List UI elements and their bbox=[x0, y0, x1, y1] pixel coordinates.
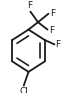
Text: F: F bbox=[50, 9, 55, 18]
Text: Cl: Cl bbox=[19, 87, 28, 93]
Text: F: F bbox=[49, 26, 54, 35]
Text: F: F bbox=[27, 1, 32, 10]
Text: F: F bbox=[56, 40, 61, 49]
